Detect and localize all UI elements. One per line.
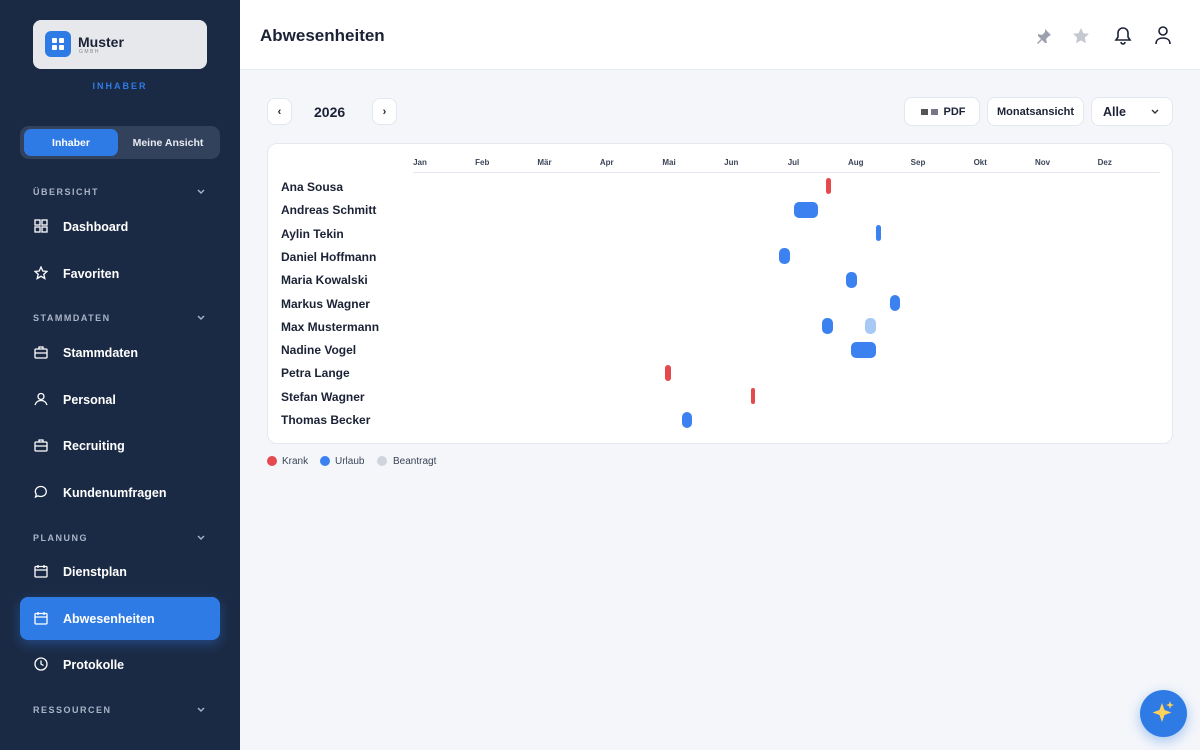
- month-label: Jun: [724, 158, 739, 167]
- brand-name: Muster: [78, 34, 124, 50]
- month-label: Mär: [537, 158, 552, 167]
- legend-label: Beantragt: [393, 456, 437, 467]
- employee-name: Markus Wagner: [281, 296, 370, 311]
- brand-sub: GMBH: [79, 49, 100, 55]
- employee-name: Petra Lange: [281, 366, 350, 381]
- nav-label: Personal: [63, 392, 116, 407]
- user-icon[interactable]: [1154, 25, 1172, 45]
- button-label: PDF: [943, 105, 966, 118]
- nav-item[interactable]: Dashboard: [20, 205, 220, 248]
- nav-label: Kundenumfragen: [63, 485, 167, 500]
- month-label: Okt: [973, 158, 987, 167]
- employee-name: Stefan Wagner: [281, 389, 365, 404]
- bell-icon[interactable]: [1114, 26, 1132, 45]
- nav-item[interactable]: Protokolle: [20, 643, 220, 686]
- select-value: Alle: [1103, 104, 1126, 119]
- section-title: ÜBERSICHT: [33, 187, 100, 197]
- employee-name: Ana Sousa: [281, 180, 344, 194]
- month-label: Dez: [1097, 158, 1112, 167]
- toggle-option[interactable]: Inhaber: [24, 129, 118, 156]
- pin-icon[interactable]: [1035, 27, 1053, 45]
- legend-dot: [377, 456, 387, 466]
- timeline-axis: [413, 172, 1160, 173]
- legend-label: Urlaub: [335, 456, 365, 467]
- absence-bar[interactable]: [876, 225, 881, 241]
- chevron[interactable]: [196, 187, 206, 197]
- next-year[interactable]: ›: [372, 98, 397, 125]
- employee-name: Max Mustermann: [281, 319, 380, 334]
- nav-item[interactable]: Dienstplan: [20, 550, 220, 593]
- chevron[interactable]: [196, 313, 206, 323]
- star-icon[interactable]: [1072, 27, 1090, 45]
- legend-dot: [320, 456, 330, 466]
- prev-year[interactable]: ‹: [267, 98, 292, 125]
- nav-item-active[interactable]: Abwesenheiten: [20, 597, 220, 640]
- pdf-button[interactable]: PDF: [904, 97, 980, 126]
- nav-item[interactable]: Favoriten: [20, 252, 220, 295]
- nav-label: Favoriten: [63, 266, 120, 281]
- nav-item[interactable]: Recruiting: [20, 424, 220, 467]
- nav-label: Dashboard: [63, 219, 129, 234]
- month-label: Aug: [847, 158, 864, 167]
- nav-label: Stammdaten: [63, 345, 139, 360]
- section-title: RESSOURCEN: [33, 705, 112, 715]
- timeline-card: [267, 143, 1173, 444]
- absence-bar[interactable]: [779, 248, 790, 264]
- absence-bar[interactable]: [822, 318, 833, 334]
- section-title: PLANUNG: [33, 533, 88, 543]
- employee-name: Aylin Tekin: [281, 226, 344, 241]
- employee-name: Thomas Becker: [281, 413, 371, 427]
- nav-label: Dienstplan: [63, 564, 127, 579]
- nav-label: Protokolle: [63, 657, 125, 672]
- year: 2026: [314, 104, 346, 120]
- nav-item[interactable]: Personal: [20, 378, 220, 421]
- absence-bar[interactable]: [794, 202, 818, 218]
- month-label: Apr: [599, 158, 614, 167]
- absence-bar[interactable]: [682, 412, 692, 428]
- legend-label: Krank: [282, 456, 309, 467]
- brand-logo: [45, 31, 71, 57]
- absence-bar[interactable]: [865, 318, 876, 334]
- employee-name: Daniel Hoffmann: [281, 249, 377, 264]
- month-label: Mai: [662, 158, 676, 167]
- filter-select[interactable]: Alle: [1091, 97, 1173, 126]
- absence-bar[interactable]: [826, 178, 831, 194]
- assistant-button[interactable]: [1140, 690, 1187, 737]
- view-button[interactable]: Monatsansicht: [987, 97, 1084, 126]
- absence-bar[interactable]: [890, 295, 900, 311]
- nav-label: Abwesenheiten: [63, 611, 155, 626]
- legend-dot: [267, 456, 277, 466]
- month-label: Jul: [787, 158, 800, 167]
- employee-name: Maria Kowalski: [281, 273, 368, 288]
- month-label: Jan: [413, 158, 427, 167]
- header: Abwesenheiten: [240, 0, 1200, 70]
- absence-bar[interactable]: [751, 388, 755, 404]
- page-title: Abwesenheiten: [260, 26, 385, 45]
- absence-bar[interactable]: [851, 342, 876, 358]
- employee-name: Andreas Schmitt: [281, 203, 377, 218]
- employee-name: Nadine Vogel: [281, 343, 357, 358]
- view-toggle: Inhaber Meine Ansicht: [20, 126, 220, 159]
- section-title: STAMMDATEN: [33, 313, 111, 323]
- nav-item[interactable]: Stammdaten: [20, 331, 220, 374]
- month-label: Sep: [910, 158, 926, 167]
- month-label: Nov: [1034, 158, 1051, 167]
- nav-label: Recruiting: [63, 438, 125, 453]
- sidebar: Muster GMBH INHABER Inhaber Meine Ansich…: [0, 0, 240, 750]
- toggle-option[interactable]: Meine Ansicht: [132, 136, 204, 149]
- chevron[interactable]: [196, 705, 206, 715]
- absence-bar[interactable]: [846, 272, 857, 288]
- role: INHABER: [92, 81, 148, 91]
- month-label: Feb: [475, 158, 490, 167]
- chevron[interactable]: [196, 533, 206, 543]
- absence-bar[interactable]: [665, 365, 671, 381]
- brand[interactable]: Muster GMBH: [33, 20, 207, 69]
- nav-item[interactable]: Kundenumfragen: [20, 471, 220, 514]
